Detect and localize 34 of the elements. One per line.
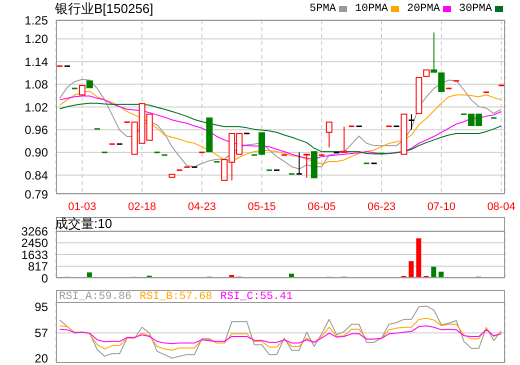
y-tick-label: 1.14 <box>24 54 48 69</box>
text: RSI_B:57.68 <box>140 291 212 303</box>
x-tick-label: 02-18 <box>128 200 156 213</box>
x-tick-label: 04-23 <box>188 200 216 213</box>
y-tick-label: 0.84 <box>24 168 48 182</box>
y-tick-label: 2450 <box>21 236 48 250</box>
legend-label: 20PMA <box>406 3 440 15</box>
y-tick-label: 1.20 <box>24 32 48 46</box>
y-tick-label: 0 <box>41 271 48 286</box>
y-tick-label: 20 <box>34 351 48 365</box>
y-tick-label: 1.02 <box>24 100 48 114</box>
x-tick-label: 06-23 <box>367 200 396 213</box>
y-tick-label: 0.79 <box>24 187 48 202</box>
legend-label: 10PMA <box>354 3 388 15</box>
y-tick-label: 0.96 <box>24 122 48 137</box>
legend-label: 30PMA <box>458 3 492 15</box>
x-tick-label: 06-05 <box>308 200 336 213</box>
y-tick-label: 95 <box>34 300 48 314</box>
series-label: RSI_A:59.86 <box>59 291 132 303</box>
text: RSI_C:55.41 <box>220 291 293 303</box>
y-tick-label: 57 <box>34 326 48 340</box>
y-tick-label: 0.90 <box>24 146 48 160</box>
y-tick-label: 1.08 <box>24 78 48 92</box>
y-tick-label: 3266 <box>21 224 48 238</box>
x-tick-label: 07-10 <box>427 200 456 213</box>
x-tick-label: 05-15 <box>248 200 276 213</box>
chart-title: 成交量:10 <box>55 216 112 231</box>
legend-label: 5PMA <box>310 3 336 15</box>
chart-title: 银行业B[150256] <box>55 1 154 17</box>
x-tick-label: 01-03 <box>68 200 96 213</box>
y-tick-label: 1.25 <box>24 13 48 28</box>
y-tick-label: 817 <box>28 260 48 274</box>
y-tick-label: 1633 <box>21 248 48 262</box>
x-tick-label: 08-04 <box>487 200 516 213</box>
